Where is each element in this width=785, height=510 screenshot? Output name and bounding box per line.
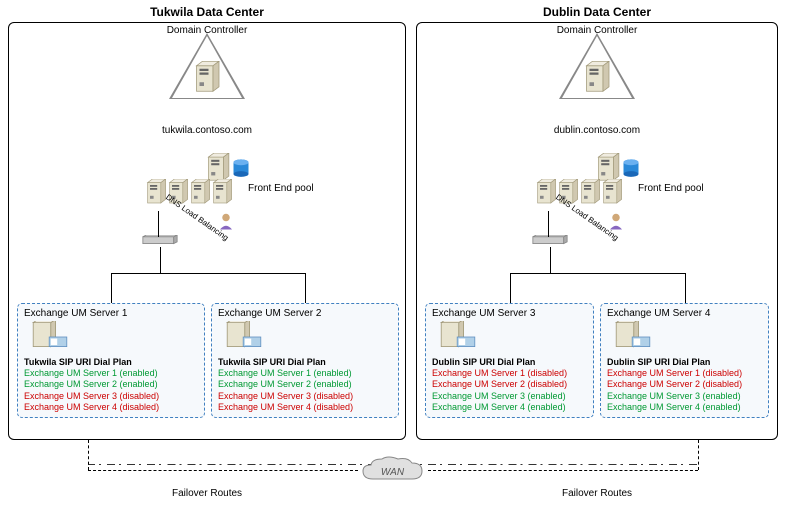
front-end-label: Front End pool — [248, 183, 314, 194]
db-icon — [232, 159, 250, 179]
um-server-box: Exchange UM Server 4 Dublin SIP URI Dial… — [600, 303, 769, 418]
server-icon — [600, 179, 624, 209]
um-server-title: Exchange UM Server 2 — [218, 308, 392, 319]
load-balancer-icon — [532, 235, 568, 247]
domain-name: tukwila.contoso.com — [162, 125, 252, 136]
server-icon — [578, 179, 602, 209]
server-status: Exchange UM Server 3 (enabled) — [432, 391, 587, 402]
failover-stub — [88, 440, 89, 470]
server-status: Exchange UM Server 2 (enabled) — [24, 379, 198, 390]
server-status: Exchange UM Server 3 (disabled) — [218, 391, 392, 402]
server-status: Exchange UM Server 4 (disabled) — [218, 402, 392, 413]
server-icon — [192, 61, 222, 99]
wan-label: WAN — [381, 467, 404, 478]
server-status: Exchange UM Server 3 (enabled) — [607, 391, 762, 402]
failover-label: Failover Routes — [172, 488, 242, 499]
dc-title: Dublin Data Center — [417, 5, 777, 19]
server-status: Exchange UM Server 2 (enabled) — [218, 379, 392, 390]
um-server-icon — [613, 321, 762, 353]
um-server-box: Exchange UM Server 3 Dublin SIP URI Dial… — [425, 303, 594, 418]
dial-plan: Dublin SIP URI Dial Plan — [432, 357, 587, 367]
server-status: Exchange UM Server 4 (enabled) — [607, 402, 762, 413]
data-center: Dublin Data CenterDomain Controller dubl… — [416, 22, 778, 440]
um-server-title: Exchange UM Server 1 — [24, 308, 198, 319]
server-status: Exchange UM Server 3 (disabled) — [24, 391, 198, 402]
um-server-box: Exchange UM Server 2 Tukwila SIP URI Dia… — [211, 303, 399, 418]
dial-plan: Dublin SIP URI Dial Plan — [607, 357, 762, 367]
data-center: Tukwila Data CenterDomain Controller tuk… — [8, 22, 406, 440]
server-status: Exchange UM Server 2 (disabled) — [607, 379, 762, 390]
server-icon — [144, 179, 168, 209]
server-status: Exchange UM Server 1 (disabled) — [607, 368, 762, 379]
failover-label: Failover Routes — [562, 488, 632, 499]
domain-controller-label: Domain Controller — [557, 25, 638, 36]
server-status: Exchange UM Server 4 (enabled) — [432, 402, 587, 413]
um-server-icon — [30, 321, 198, 353]
server-icon — [582, 61, 612, 99]
server-icon — [210, 179, 234, 209]
db-icon — [622, 159, 640, 179]
um-server-icon — [224, 321, 392, 353]
server-status: Exchange UM Server 1 (enabled) — [24, 368, 198, 379]
domain-controller-label: Domain Controller — [167, 25, 248, 36]
failover-stub — [698, 440, 699, 470]
server-status: Exchange UM Server 4 (disabled) — [24, 402, 198, 413]
failover-line — [428, 470, 699, 471]
load-balancer-icon — [142, 235, 178, 247]
dial-plan: Tukwila SIP URI Dial Plan — [218, 357, 392, 367]
server-status: Exchange UM Server 2 (disabled) — [432, 379, 587, 390]
um-server-title: Exchange UM Server 3 — [432, 308, 587, 319]
server-icon — [534, 179, 558, 209]
front-end-label: Front End pool — [638, 183, 704, 194]
server-status: Exchange UM Server 1 (enabled) — [218, 368, 392, 379]
server-status: Exchange UM Server 1 (disabled) — [432, 368, 587, 379]
failover-line — [88, 470, 358, 471]
dc-title: Tukwila Data Center — [9, 5, 405, 19]
server-icon — [188, 179, 212, 209]
um-server-box: Exchange UM Server 1 Tukwila SIP URI Dia… — [17, 303, 205, 418]
um-server-title: Exchange UM Server 4 — [607, 308, 762, 319]
dial-plan: Tukwila SIP URI Dial Plan — [24, 357, 198, 367]
domain-name: dublin.contoso.com — [554, 125, 640, 136]
um-server-icon — [438, 321, 587, 353]
